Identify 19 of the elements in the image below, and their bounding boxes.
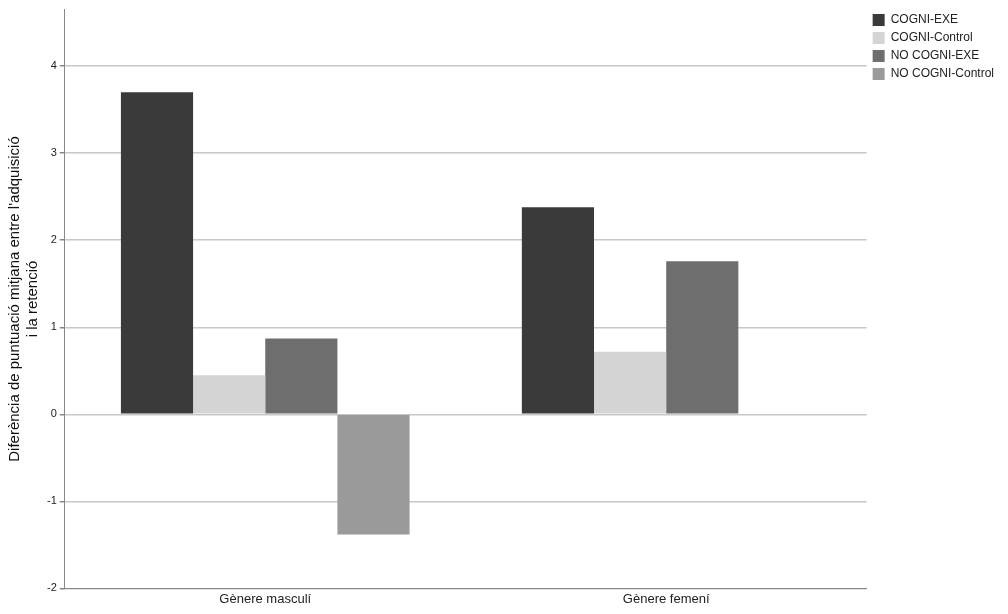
- x-tick-label: Gènere femení: [622, 590, 710, 606]
- y-tick-label: -2: [47, 581, 57, 594]
- x-tick-label: Gènere masculí: [219, 590, 312, 606]
- bar: [666, 261, 739, 414]
- y-tick-label: -1: [47, 494, 57, 507]
- y-axis-title: Diferència de puntuació mitjana entre l'adquisició i la retenció: [5, 136, 41, 462]
- y-tick-label: 1: [50, 320, 57, 333]
- y-tick-label: 0: [50, 407, 57, 420]
- bar: [265, 338, 338, 414]
- legend-label: NO COGNI-EXE: [890, 48, 980, 63]
- legend-label: NO COGNI-Control: [890, 66, 995, 81]
- bar: [337, 415, 410, 535]
- bar: [120, 92, 194, 414]
- y-tick-label: 2: [50, 233, 57, 246]
- legend-label: COGNI-EXE: [890, 12, 958, 27]
- legend-label: COGNI-Control: [890, 30, 973, 45]
- bar: [521, 207, 595, 414]
- y-tick-label: 4: [50, 59, 57, 72]
- y-tick-label: 3: [50, 146, 57, 159]
